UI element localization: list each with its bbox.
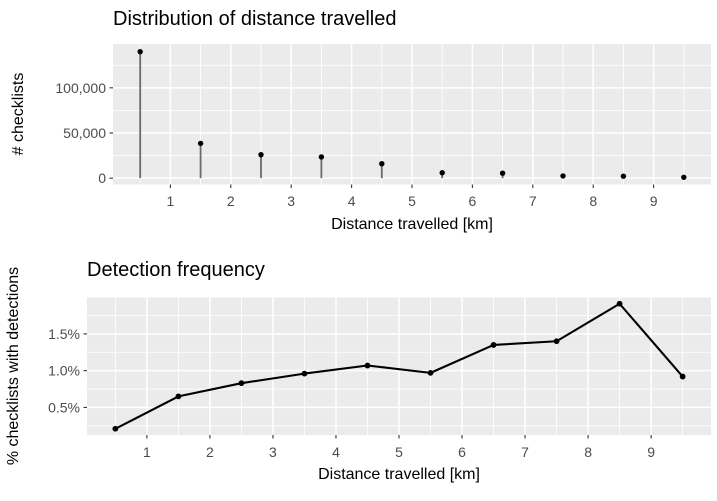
plot1-x-axis-title: Distance travelled [km] — [331, 216, 493, 233]
data-point — [427, 369, 434, 376]
x-tick-label: 2 — [206, 444, 214, 460]
data-point — [681, 174, 687, 180]
data-point — [620, 173, 627, 179]
plot2-x-axis-title: Distance travelled [km] — [318, 466, 480, 483]
plot2-y-axis-title: % checklists with detections — [5, 266, 22, 466]
x-tick-label: 8 — [584, 444, 592, 460]
data-point — [318, 154, 325, 160]
data-line — [114, 302, 684, 430]
data-point — [379, 161, 385, 167]
x-tick-label: 2 — [227, 193, 235, 209]
plot2-title: Detection frequency — [87, 259, 265, 281]
y-tick-label: 100,000 — [55, 80, 106, 96]
x-tick-label: 8 — [589, 193, 597, 209]
x-tick-label: 4 — [332, 444, 340, 460]
data-point — [439, 170, 445, 176]
plot1-title: Distribution of distance travelled — [113, 8, 397, 30]
x-tick-label: 9 — [647, 444, 655, 460]
data-point — [679, 373, 686, 380]
y-tick-label: 1.0% — [48, 363, 80, 379]
data-point — [301, 370, 308, 377]
x-tick-label: 6 — [469, 193, 477, 209]
x-tick-label: 6 — [458, 444, 466, 460]
x-tick-label: 9 — [650, 193, 658, 209]
data-point — [560, 173, 566, 179]
data-point — [499, 170, 506, 176]
x-tick-label: 7 — [521, 444, 529, 460]
y-tick-label: 0.5% — [48, 399, 80, 415]
data-point — [490, 342, 497, 348]
data-point — [112, 425, 119, 432]
x-tick-label: 1 — [166, 193, 174, 209]
y-tick-label: 1.5% — [48, 326, 80, 342]
data-point — [137, 48, 143, 55]
plot1-y-axis-title: # checklists — [10, 72, 27, 156]
x-tick-label: 4 — [348, 193, 356, 209]
data-point — [553, 338, 560, 345]
y-tick-label: 0 — [98, 170, 106, 186]
x-tick-label: 5 — [395, 444, 403, 460]
x-tick-label: 3 — [269, 444, 277, 460]
data-point — [364, 362, 371, 369]
data-point — [197, 140, 204, 147]
x-tick-label: 3 — [287, 193, 295, 209]
x-tick-label: 5 — [408, 193, 416, 209]
y-tick-label: 50,000 — [63, 125, 106, 141]
x-tick-label: 1 — [143, 444, 151, 460]
data-point — [616, 300, 623, 307]
data-point — [258, 151, 264, 158]
x-tick-label: 7 — [529, 193, 537, 209]
data-point — [238, 380, 245, 387]
data-point — [175, 393, 182, 400]
